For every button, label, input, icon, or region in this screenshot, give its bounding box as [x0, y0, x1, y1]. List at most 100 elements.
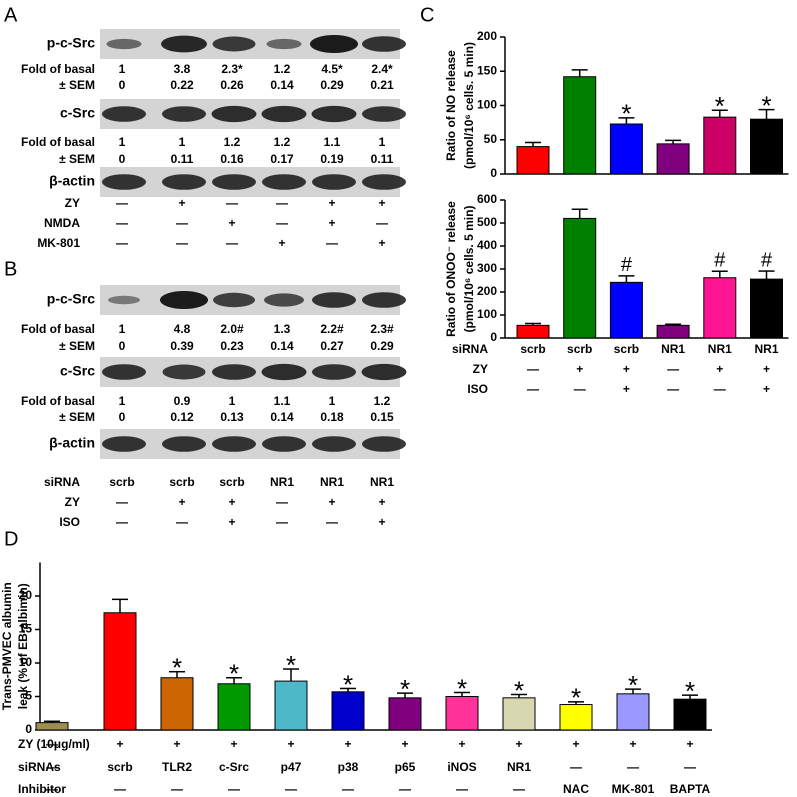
treatment-mark: NR1: [270, 475, 294, 489]
treatment-mark: +: [178, 196, 185, 210]
treatment-mark: +: [173, 737, 180, 751]
blot-band: [212, 174, 256, 190]
treatment-mark: —: [399, 782, 411, 796]
significance-mark: #: [621, 254, 633, 276]
panel-label: D: [4, 528, 18, 550]
sem-value: 0.14: [270, 339, 294, 353]
treatment-mark: —: [116, 495, 128, 509]
treatment-mark: p65: [395, 760, 416, 774]
blot-band: [312, 174, 356, 190]
blot-band: [262, 174, 306, 190]
blot-band: [311, 105, 357, 123]
blot-band: [212, 364, 256, 380]
blot-band: [162, 106, 206, 122]
y-tick-label: 5: [25, 689, 32, 703]
fold-value: 2.2#: [320, 322, 344, 336]
bar: [609, 123, 643, 175]
bar: [563, 76, 597, 175]
treatment-name: ZY: [65, 196, 80, 210]
bar: [502, 697, 536, 731]
bar: [616, 693, 650, 731]
treatment-mark: +: [228, 515, 235, 529]
y-axis-label: leak (% of EB-albimin): [16, 583, 30, 709]
treatment-mark: +: [178, 495, 185, 509]
blot-band: [106, 38, 142, 50]
bar: [609, 281, 643, 339]
treatment-mark: —: [176, 515, 188, 529]
y-tick-label: 200: [477, 29, 497, 43]
treatment-mark: scrb: [107, 760, 132, 774]
sem-value: 0.11: [371, 152, 394, 166]
treatment-mark: —: [684, 760, 696, 774]
blot-label: β-actin: [49, 435, 95, 451]
treatment-name: ZY (10μg/ml): [18, 737, 90, 751]
treatment-mark: scrb: [614, 342, 639, 356]
fold-value: 1.2: [274, 62, 291, 76]
sem-value: 0.19: [320, 152, 344, 166]
treatment-mark: scrb: [520, 342, 545, 356]
treatment-mark: —: [527, 382, 539, 396]
sem-value: 0.17: [270, 152, 294, 166]
treatment-mark: +: [228, 495, 235, 509]
treatment-mark: +: [278, 236, 285, 250]
blot-band: [362, 292, 406, 308]
row-label: ± SEM: [59, 152, 95, 166]
treatment-name: ISO: [59, 515, 80, 529]
significance-mark: *: [628, 670, 638, 700]
treatment-mark: —: [116, 515, 128, 529]
row-label: Fold of basal: [21, 394, 95, 408]
y-tick-label: 500: [477, 215, 497, 229]
blot-band: [362, 106, 406, 122]
y-tick-label: 0: [490, 330, 497, 344]
bar: [750, 118, 783, 175]
fold-value: 1: [119, 135, 126, 149]
treatment-mark: —: [714, 382, 726, 396]
y-axis-label: (pmol/10⁶ cells. 5 min): [462, 42, 476, 169]
treatment-mark: scrb: [219, 475, 244, 489]
blot-band: [312, 436, 356, 452]
blot-label: c-Src: [60, 363, 95, 379]
y-axis-label: Ratio of ONOO⁻ release: [444, 201, 458, 337]
bar: [217, 683, 251, 731]
treatment-mark: +: [228, 216, 235, 230]
treatment-mark: +: [378, 515, 385, 529]
panel-label: B: [4, 258, 17, 280]
row-label: ± SEM: [59, 339, 95, 353]
blot-band: [261, 105, 307, 123]
treatment-mark: —: [285, 782, 297, 796]
bar: [563, 217, 597, 339]
significance-mark: *: [286, 650, 296, 680]
sem-value: 0.12: [170, 410, 194, 424]
treatment-mark: —: [627, 760, 639, 774]
y-tick-label: 200: [477, 284, 497, 298]
y-tick-label: 400: [477, 238, 497, 252]
sem-value: 0: [119, 78, 126, 92]
treatment-mark: —: [667, 382, 679, 396]
blot-band: [362, 36, 406, 52]
fold-value: 1.2: [374, 394, 391, 408]
sem-value: 0.23: [220, 339, 244, 353]
y-tick-label: 150: [477, 63, 497, 77]
panel-label: C: [420, 4, 434, 26]
treatment-name: ISO: [467, 382, 488, 396]
treatment-mark: scrb: [109, 475, 134, 489]
bar: [656, 324, 690, 339]
significance-mark: *: [514, 675, 524, 705]
sem-value: 0.27: [320, 339, 344, 353]
fold-value: 1.1: [324, 135, 341, 149]
significance-mark: *: [621, 99, 631, 129]
sem-value: 0.22: [170, 78, 194, 92]
bar: [445, 696, 479, 731]
significance-mark: *: [172, 653, 182, 683]
treatment-name: siRNAs: [18, 760, 61, 774]
treatment-mark: —: [116, 216, 128, 230]
fold-value: 1: [179, 135, 186, 149]
blot-band: [162, 174, 206, 190]
bar: [750, 278, 783, 339]
bar: [516, 324, 550, 339]
sem-value: 0.21: [370, 78, 394, 92]
treatment-mark: NR1: [507, 760, 531, 774]
treatment-mark: +: [378, 236, 385, 250]
treatment-mark: —: [226, 196, 238, 210]
treatment-mark: —: [228, 782, 240, 796]
